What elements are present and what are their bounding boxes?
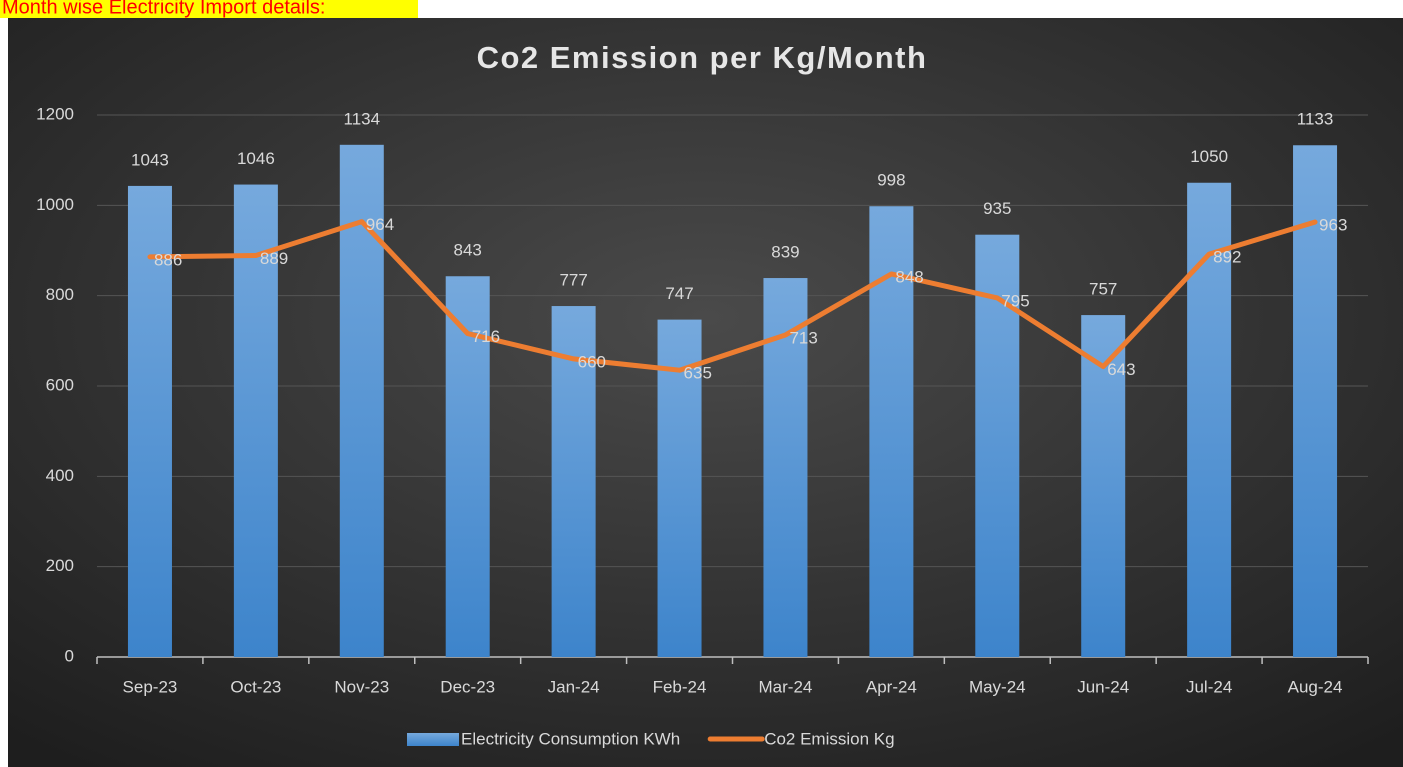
x-tick-label: Jun-24 (1077, 677, 1129, 696)
bar-value-label: 998 (877, 171, 905, 190)
line-value-label: 716 (472, 327, 500, 346)
x-tick-label: May-24 (969, 677, 1026, 696)
line-value-label: 795 (1001, 291, 1029, 310)
y-tick-label: 600 (46, 375, 74, 394)
heading-highlight (0, 0, 418, 18)
bar-value-label: 777 (559, 271, 587, 290)
x-tick-label: Apr-24 (866, 677, 917, 696)
legend-label: Co2 Emission Kg (764, 729, 894, 748)
y-tick-label: 200 (46, 556, 74, 575)
line-value-label: 963 (1319, 216, 1347, 235)
bar (551, 306, 596, 657)
y-tick-label: 1200 (36, 104, 74, 123)
line-value-label: 892 (1213, 248, 1241, 267)
bar (1293, 145, 1338, 658)
y-tick-label: 1000 (36, 195, 74, 214)
legend-swatch (407, 733, 459, 746)
x-tick-label: Dec-23 (440, 677, 495, 696)
bar-value-label: 1134 (344, 109, 381, 128)
bar-value-label: 1043 (131, 150, 169, 169)
bar (445, 276, 490, 657)
line-value-label: 848 (895, 267, 923, 286)
x-tick-label: Jan-24 (548, 677, 600, 696)
legend-label: Electricity Consumption KWh (461, 729, 680, 748)
y-tick-label: 400 (46, 466, 74, 485)
heading: Month wise Electricity Import details: (2, 0, 325, 18)
y-tick-label: 800 (46, 285, 74, 304)
line-value-label: 713 (789, 328, 817, 347)
x-tick-label: Nov-23 (334, 677, 389, 696)
x-tick-label: Mar-24 (759, 677, 813, 696)
bar-value-label: 1133 (1297, 110, 1334, 129)
bar-value-label: 843 (454, 241, 482, 260)
x-tick-label: Aug-24 (1288, 677, 1343, 696)
line-value-label: 964 (366, 215, 394, 234)
bar-value-label: 747 (665, 284, 693, 303)
x-tick-label: Jul-24 (1186, 677, 1232, 696)
bar (1187, 182, 1232, 657)
x-tick-label: Feb-24 (653, 677, 707, 696)
bar (1081, 315, 1126, 657)
bar-value-label: 1050 (1190, 147, 1228, 166)
bar (339, 144, 384, 657)
line-value-label: 660 (578, 352, 606, 371)
line-value-label: 643 (1107, 360, 1135, 379)
line-value-label: 635 (684, 364, 712, 383)
y-tick-label: 0 (65, 646, 74, 665)
bar (127, 185, 172, 657)
x-tick-label: Sep-23 (123, 677, 178, 696)
chart-title: Co2 Emission per Kg/Month (477, 40, 928, 75)
bar-value-label: 839 (771, 243, 799, 262)
bar-value-label: 1046 (237, 149, 275, 168)
x-tick-label: Oct-23 (230, 677, 281, 696)
line (147, 219, 1318, 373)
bar (657, 319, 702, 657)
line-value-label: 886 (154, 250, 182, 269)
bar (233, 184, 278, 657)
bar-value-label: 757 (1089, 280, 1117, 299)
line-value-label: 889 (260, 249, 288, 268)
bar-value-label: 935 (983, 199, 1011, 218)
